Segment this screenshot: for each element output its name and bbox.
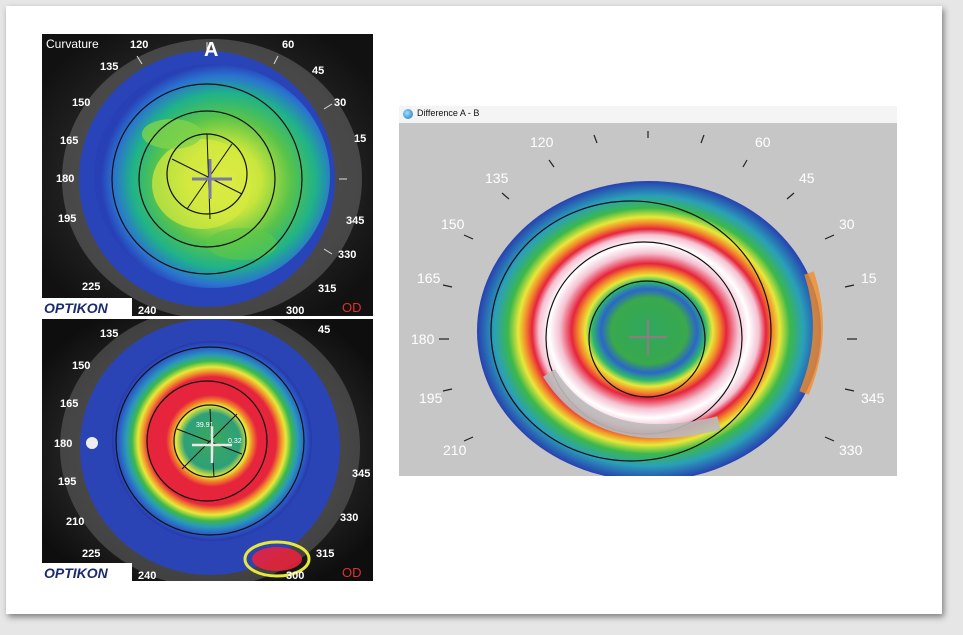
angle-label: 180	[411, 331, 435, 347]
angle-label: 330	[340, 512, 358, 524]
angle-label: 210	[443, 442, 467, 458]
optikon-logo: OPTIKON	[44, 300, 109, 316]
curvature-map-panel-b: 39.91 0.32 135 45 150 165 180 345 195 33…	[42, 319, 373, 581]
angle-label: 60	[282, 39, 294, 51]
angle-label: 300	[286, 305, 304, 316]
panel-letter-label: A	[204, 39, 218, 61]
angle-label: 135	[485, 170, 509, 186]
angle-label: 240	[138, 305, 156, 316]
angle-label: 45	[312, 65, 324, 77]
angle-label: 315	[316, 548, 334, 560]
window-title: Difference A - B	[417, 108, 480, 118]
figure-page: Curvature A 120 60 135 45 150 30 165 15 …	[6, 6, 942, 614]
center-readout-1: 39.91	[196, 422, 214, 429]
angle-label: 345	[861, 390, 885, 406]
angle-label: 195	[58, 213, 76, 225]
angle-label: 165	[60, 135, 78, 147]
angle-label: 30	[839, 216, 855, 232]
angle-label: 135	[100, 328, 118, 340]
center-readout-2: 0.32	[228, 438, 242, 445]
angle-label: 300	[286, 570, 304, 581]
angle-label: 210	[66, 516, 84, 528]
angle-label: 345	[346, 215, 364, 227]
angle-label: 150	[72, 360, 90, 372]
angle-label: 165	[60, 398, 78, 410]
map-type-label: Curvature	[46, 37, 99, 51]
angle-label: 45	[799, 170, 815, 186]
angle-label: 120	[130, 39, 148, 51]
angle-label: 135	[100, 61, 118, 73]
app-icon	[403, 109, 413, 119]
angle-label: 60	[755, 134, 771, 150]
angle-label: 30	[334, 97, 346, 109]
difference-color-map	[477, 181, 821, 476]
angle-label: 15	[354, 133, 366, 145]
angle-label: 165	[417, 270, 441, 286]
angle-label: 240	[138, 570, 156, 581]
angle-label: 330	[338, 249, 356, 261]
optikon-logo: OPTIKON	[44, 565, 109, 581]
angle-label: 180	[54, 438, 72, 450]
angle-label: 120	[530, 134, 554, 150]
angle-label: 330	[839, 442, 863, 458]
curvature-map-panel-a: Curvature A 120 60 135 45 150 30 165 15 …	[42, 34, 373, 316]
angle-label: 345	[352, 468, 370, 480]
angle-label: 150	[72, 97, 90, 109]
angle-label: 315	[318, 283, 336, 295]
eye-label-od: OD	[342, 565, 362, 580]
angle-label: 15	[861, 270, 877, 286]
angle-label: 225	[82, 281, 100, 293]
angle-label: 180	[56, 173, 74, 185]
difference-window: Difference A - B	[399, 106, 897, 476]
angle-label: 195	[419, 390, 443, 406]
angle-label: 225	[82, 548, 100, 560]
eye-label-od: OD	[342, 300, 362, 315]
angle-label: 45	[318, 324, 330, 336]
window-title-bar[interactable]: Difference A - B	[399, 106, 897, 124]
angle-label: 195	[58, 476, 76, 488]
angle-label: 150	[441, 216, 465, 232]
